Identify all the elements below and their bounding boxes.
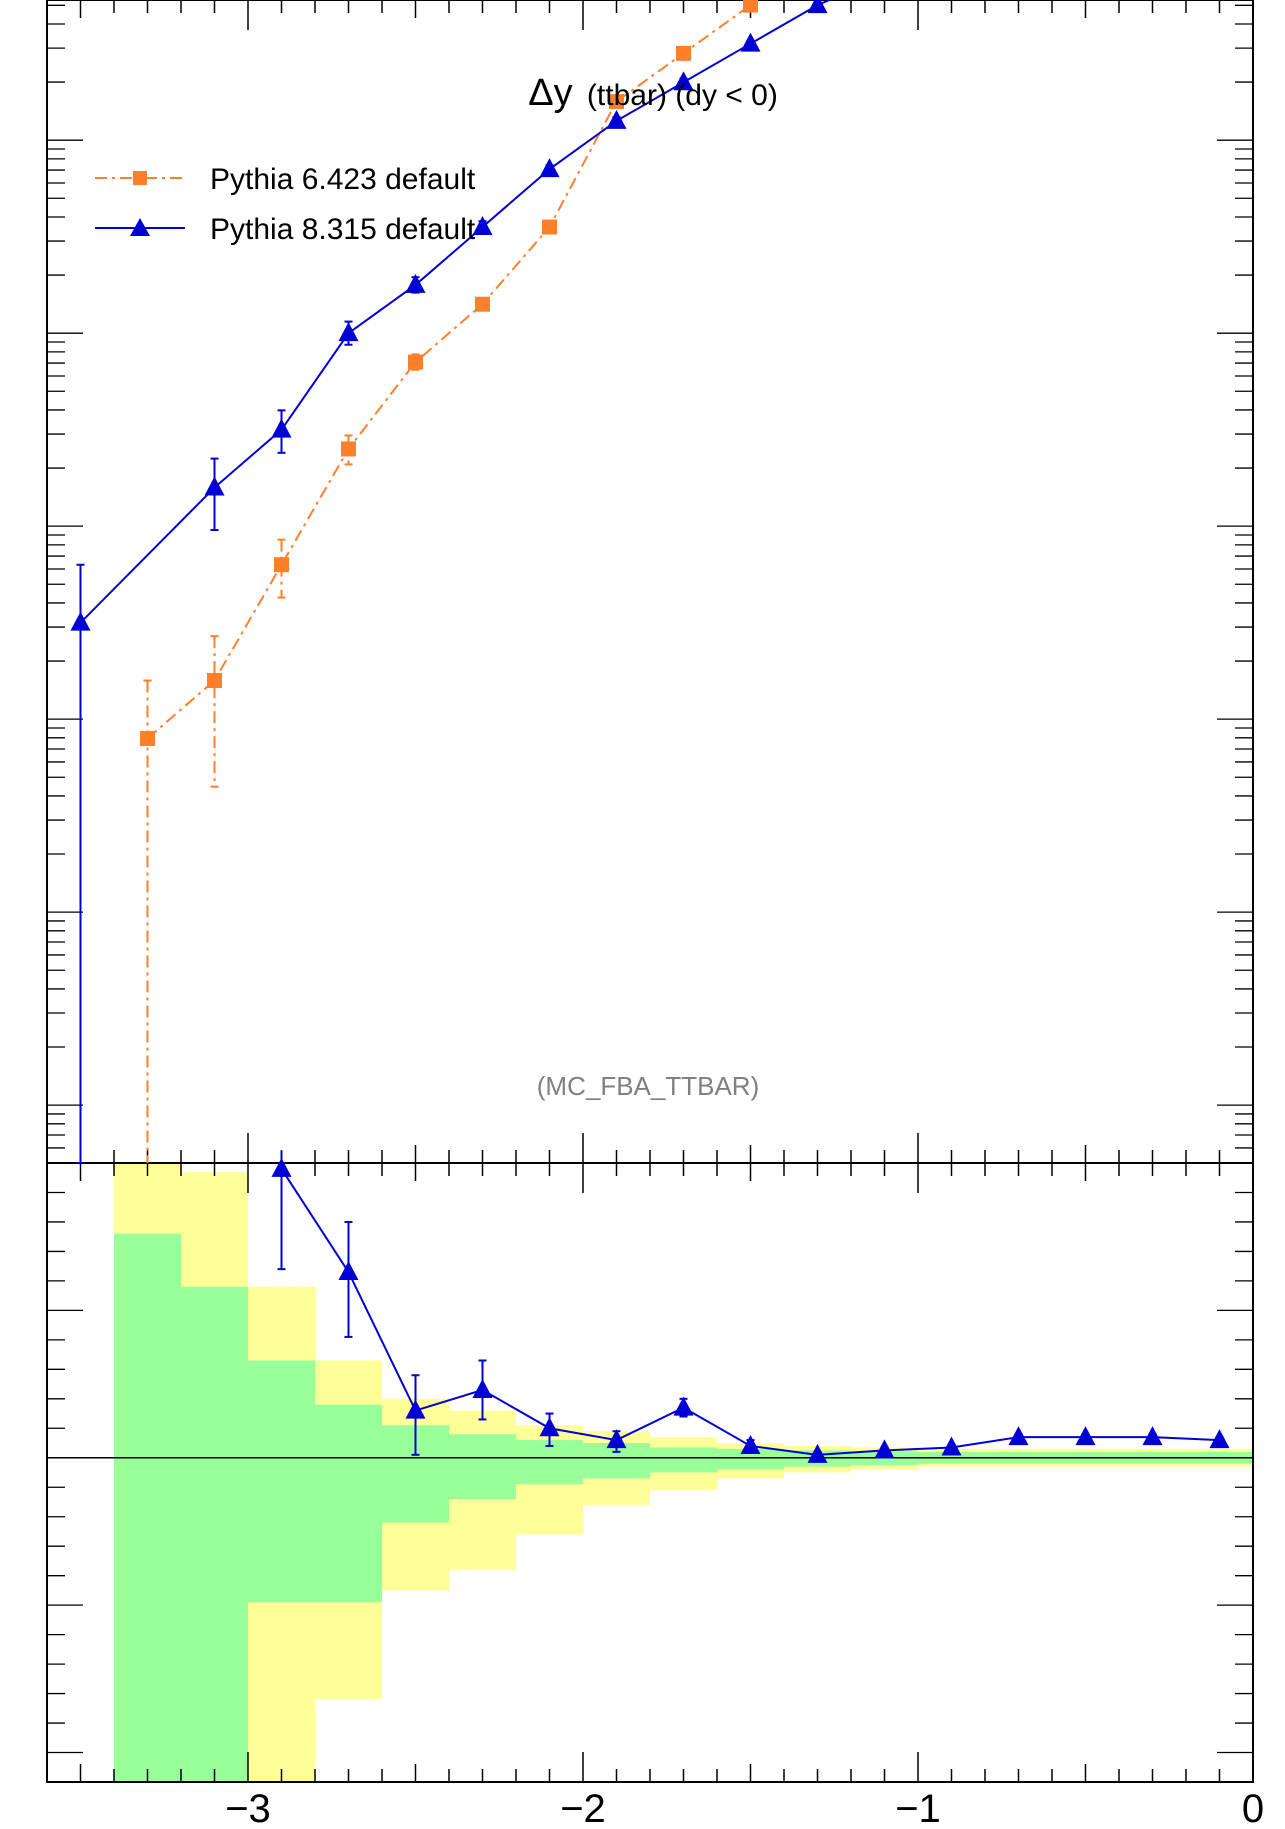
band-inner-6 bbox=[516, 1440, 583, 1485]
ratio-uncertainty-bands bbox=[114, 1163, 1253, 1782]
analysis-watermark: (MC_FBA_TTBAR) bbox=[537, 1071, 759, 1101]
x-tick-labels: −3 −2 −1 0 bbox=[225, 1787, 1264, 1829]
ratio-pythia8-point bbox=[1008, 1426, 1029, 1446]
data-series bbox=[70, 0, 1230, 1463]
pythia8-point bbox=[807, 0, 828, 14]
x-tick-label: 0 bbox=[1242, 1787, 1264, 1829]
band-inner-9 bbox=[717, 1448, 784, 1470]
band-inner-8 bbox=[650, 1447, 717, 1473]
ratio-pythia8-point bbox=[472, 1378, 493, 1398]
pythia8-point bbox=[539, 158, 560, 178]
pythia6-point bbox=[140, 730, 155, 746]
pythia8-point bbox=[204, 476, 225, 496]
pythia8-point bbox=[70, 611, 91, 631]
x-tick-label: −2 bbox=[560, 1787, 606, 1829]
pythia8-point bbox=[472, 216, 493, 236]
pythia6-point bbox=[207, 673, 222, 689]
pythia8-point bbox=[606, 109, 627, 129]
band-inner-1 bbox=[181, 1286, 248, 1782]
x-tick-label: −3 bbox=[225, 1787, 271, 1829]
pythia6-point bbox=[743, 0, 758, 13]
band-inner-0 bbox=[114, 1233, 181, 1782]
pythia6-point bbox=[542, 219, 557, 235]
band-inner-3 bbox=[315, 1404, 382, 1603]
band-inner-2 bbox=[248, 1360, 315, 1603]
plot-label-suffix: (ttbar) (dy < 0) bbox=[587, 79, 778, 112]
pythia6-point bbox=[676, 45, 691, 61]
legend-marker-pythia6 bbox=[133, 171, 147, 185]
band-inner-5 bbox=[449, 1434, 516, 1500]
x-tick-label: −1 bbox=[895, 1787, 941, 1829]
ratio-pythia8-series bbox=[271, 1151, 1230, 1463]
ratio-pythia8-point bbox=[1142, 1426, 1163, 1446]
ratio-pythia8-point bbox=[338, 1261, 359, 1281]
plot-label-symbol: Δy bbox=[528, 72, 572, 114]
pythia8-point bbox=[740, 32, 761, 52]
ratio-pythia8-point bbox=[807, 1443, 828, 1463]
pythia8-point bbox=[673, 71, 694, 91]
ratio-pythia8-point bbox=[606, 1429, 627, 1449]
ratio-pythia8-point bbox=[539, 1417, 560, 1437]
pythia6-point bbox=[274, 557, 289, 573]
pythia6-point bbox=[609, 94, 624, 110]
ratio-pythia8-point bbox=[1075, 1426, 1096, 1446]
pythia6-point bbox=[408, 354, 423, 370]
ratio-pythia8-point bbox=[874, 1439, 895, 1459]
ratio-pythia8-point bbox=[740, 1434, 761, 1454]
ratio-pythia8-point bbox=[405, 1399, 426, 1419]
legend-label-pythia6: Pythia 6.423 default bbox=[210, 163, 476, 196]
ratio-pythia8-point bbox=[941, 1436, 962, 1456]
pythia8-point bbox=[338, 322, 359, 342]
legend-label-pythia8: Pythia 8.315 default bbox=[210, 213, 476, 246]
legend: Pythia 6.423 default Pythia 8.315 defaul… bbox=[95, 163, 476, 246]
pythia6-point bbox=[341, 441, 356, 457]
ratio-pythia8-point bbox=[673, 1396, 694, 1416]
pythia8-point bbox=[405, 273, 426, 293]
pythia8-point bbox=[271, 418, 292, 438]
legend-marker-pythia8 bbox=[130, 218, 150, 236]
axis-ticks bbox=[46, 0, 1254, 1782]
pythia6-point bbox=[475, 296, 490, 312]
pythia8-series bbox=[70, 0, 832, 1163]
ratio-pythia8-point bbox=[1209, 1429, 1230, 1449]
ratio-pythia8-point bbox=[271, 1157, 292, 1177]
pythia6-series bbox=[140, 0, 758, 1163]
plot-label: Δy (ttbar) (dy < 0) bbox=[528, 72, 778, 114]
